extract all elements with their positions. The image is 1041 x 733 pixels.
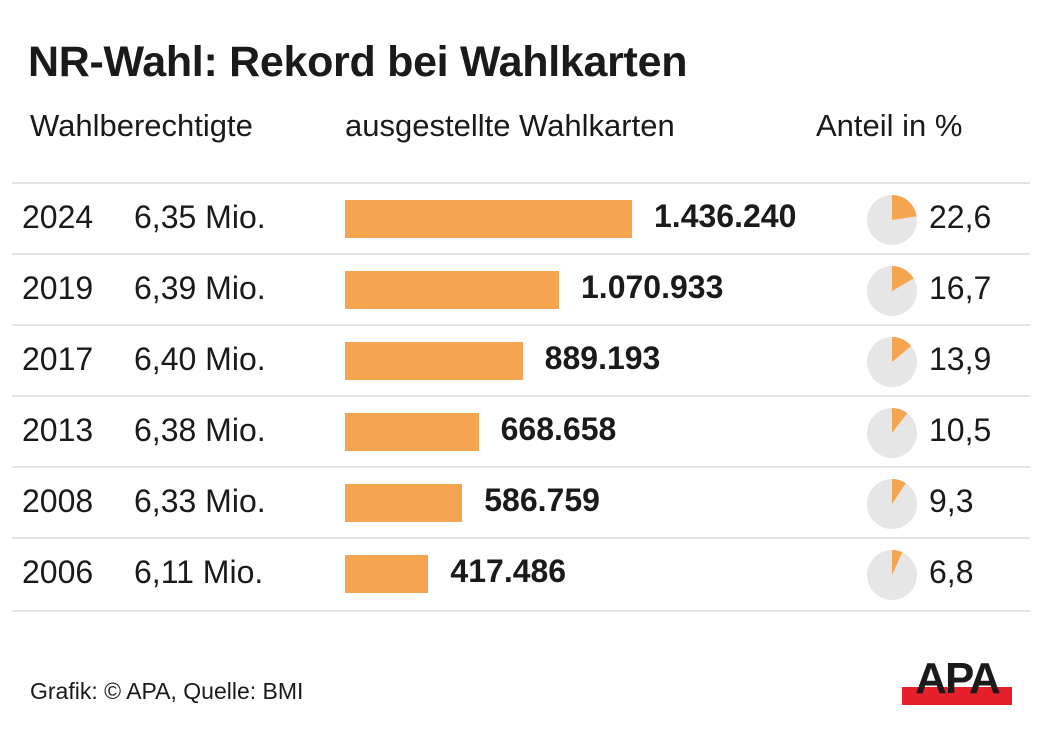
table-row: 2006 6,11 Mio. 417.486 6,8 <box>12 537 1030 612</box>
pie-slice <box>892 550 903 575</box>
pie-slice <box>892 337 912 362</box>
pie-slice <box>892 195 917 220</box>
share-pie <box>867 337 917 387</box>
bar-value-label: 417.486 <box>450 553 567 589</box>
column-header-eligible: Wahlberechtigte <box>30 108 253 143</box>
eligible-voters: 6,39 Mio. <box>134 270 266 306</box>
column-header-share: Anteil in % <box>816 108 963 143</box>
table-row: 2017 6,40 Mio. 889.193 13,9 <box>12 324 1030 397</box>
year-label: 2024 <box>22 199 94 235</box>
year-label: 2013 <box>22 412 94 448</box>
bar-value-label: 889.193 <box>544 340 661 376</box>
table-row: 2024 6,35 Mio. 1.436.240 22,6 <box>12 182 1030 255</box>
share-pie <box>867 550 917 600</box>
eligible-voters: 6,33 Mio. <box>134 483 266 519</box>
share-label: 22,6 <box>929 199 992 235</box>
share-pie <box>867 195 917 245</box>
year-label: 2008 <box>22 483 94 519</box>
table-row: 2013 6,38 Mio. 668.658 10,5 <box>12 395 1030 468</box>
eligible-voters: 6,40 Mio. <box>134 341 266 377</box>
bar <box>345 555 429 593</box>
bar <box>345 342 523 380</box>
share-pie <box>867 266 917 316</box>
year-label: 2006 <box>22 554 94 590</box>
bar <box>345 484 463 522</box>
column-header-ballots: ausgestellte Wahlkarten <box>345 108 675 143</box>
year-label: 2019 <box>22 270 94 306</box>
bar-value-label: 668.658 <box>500 411 617 447</box>
bar <box>345 413 479 451</box>
share-label: 13,9 <box>929 341 992 377</box>
pie-slice <box>892 266 914 291</box>
bar-value-label: 586.759 <box>484 482 600 518</box>
share-label: 9,3 <box>929 483 974 519</box>
svg-text:APA: APA <box>915 655 1000 703</box>
share-pie <box>867 408 917 458</box>
source-footer: Grafik: © APA, Quelle: BMI <box>30 678 304 704</box>
bar-value-label: 1.070.933 <box>581 269 724 305</box>
bar <box>345 271 559 309</box>
table-row: 2019 6,39 Mio. 1.070.933 16,7 <box>12 253 1030 326</box>
year-label: 2017 <box>22 341 94 377</box>
share-label: 6,8 <box>929 554 974 590</box>
share-label: 10,5 <box>929 412 992 448</box>
bar-value-label: 1.436.240 <box>654 198 797 234</box>
eligible-voters: 6,11 Mio. <box>134 554 264 590</box>
chart-title: NR-Wahl: Rekord bei Wahlkarten <box>28 38 688 86</box>
eligible-voters: 6,38 Mio. <box>134 412 266 448</box>
pie-slice <box>892 408 908 433</box>
share-label: 16,7 <box>929 270 992 306</box>
share-pie <box>867 479 917 529</box>
bar <box>345 200 632 238</box>
eligible-voters: 6,35 Mio. <box>134 199 266 235</box>
table-row: 2008 6,33 Mio. 586.759 9,3 <box>12 466 1030 539</box>
pie-slice <box>892 479 906 504</box>
apa-logo: APA <box>902 655 1012 705</box>
